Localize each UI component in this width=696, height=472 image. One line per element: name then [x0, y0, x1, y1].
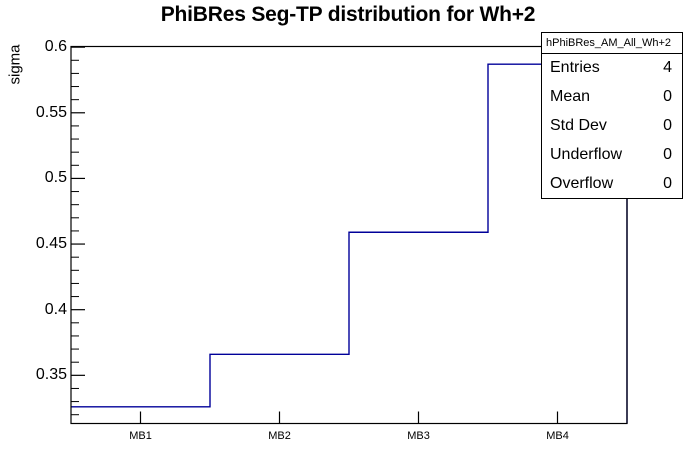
x-axis-tick-label: MB4 [546, 429, 569, 442]
x-axis-tick-label: MB1 [129, 429, 152, 442]
stats-row: Std Dev 0 [542, 117, 682, 135]
stats-row-value: 0 [663, 116, 672, 134]
stats-box-title: hPhiBRes_AM_All_Wh+2 [542, 33, 682, 54]
page-title: PhiBRes Seg-TP distribution for Wh+2 [160, 3, 536, 26]
stats-box-rows: Entries 4 Mean 0 Std Dev 0 Underflow 0 Overflow 0 [542, 54, 682, 198]
y-axis-tick-label: 0.4 [44, 300, 67, 318]
stats-row-label: Mean [550, 88, 591, 106]
stats-row-label: Underflow [550, 145, 623, 163]
stats-row: Overflow 0 [542, 175, 682, 193]
y-axis-tick-label: 0.45 [35, 235, 67, 253]
y-axis-tick-label: 0.6 [44, 38, 67, 56]
stats-row-label: Overflow [550, 174, 614, 192]
stats-row-value: 4 [663, 59, 672, 77]
stats-row-value: 0 [663, 145, 672, 163]
stats-box: hPhiBRes_AM_All_Wh+2 Entries 4 Mean 0 Std De… [541, 32, 683, 199]
stats-row: Entries 4 [542, 59, 682, 77]
stats-row-label: Entries [550, 59, 600, 77]
x-axis-tick-label: MB2 [268, 429, 291, 442]
y-axis-tick-label: 0.55 [35, 103, 67, 121]
stats-row-value: 0 [663, 174, 672, 192]
plot-frame [70, 45, 628, 425]
y-axis-tick-label: 0.35 [35, 366, 67, 384]
stats-row: Mean 0 [542, 88, 682, 106]
x-axis-tick-label: MB3 [407, 429, 430, 442]
y-axis-tick-label: 0.5 [44, 169, 67, 187]
stats-row: Underflow 0 [542, 146, 682, 164]
stats-row-value: 0 [663, 88, 672, 106]
stats-row-label: Std Dev [550, 116, 607, 134]
